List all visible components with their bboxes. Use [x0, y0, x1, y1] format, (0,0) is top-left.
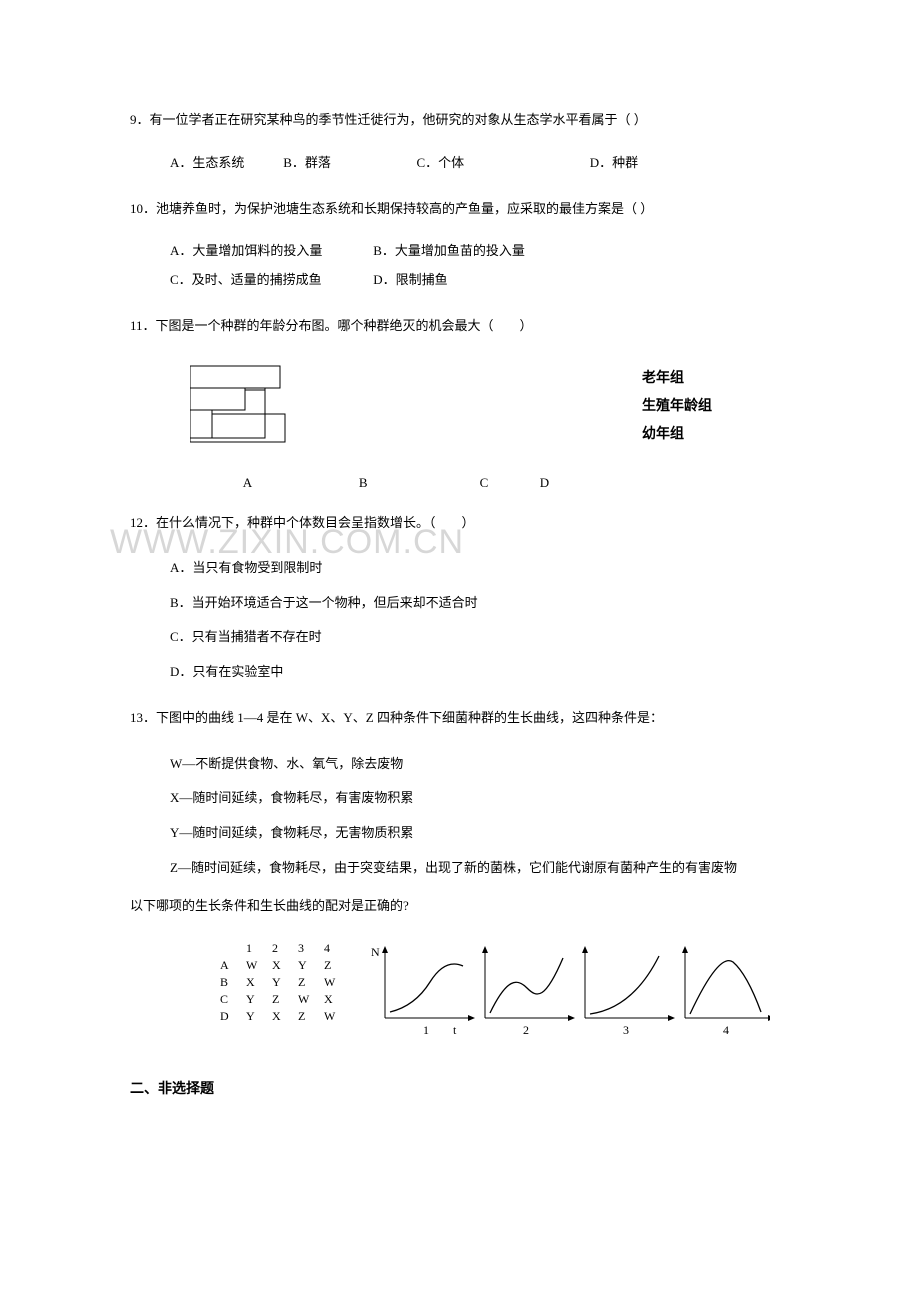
- q12-choice-d: D．只有在实验室中: [130, 658, 790, 687]
- svg-text:X: X: [272, 958, 281, 972]
- question-10: 10．池塘养鱼时，为保护池塘生态系统和长期保持较高的产鱼量，应采取的最佳方案是（…: [130, 199, 790, 219]
- svg-text:老年组: 老年组: [642, 369, 684, 386]
- q11-option-labels: A B C D: [130, 475, 790, 491]
- svg-text:W: W: [324, 975, 336, 989]
- svg-text:D: D: [220, 1009, 229, 1023]
- q10-choice-d: D．限制捕鱼: [373, 272, 447, 287]
- q10-choice-c: C．及时、适量的捕捞成鱼: [170, 269, 370, 288]
- svg-text:W: W: [324, 1009, 336, 1023]
- svg-text:Z: Z: [272, 992, 279, 1006]
- svg-text:3: 3: [298, 941, 304, 955]
- svg-text:A: A: [220, 958, 229, 972]
- svg-text:Z: Z: [298, 1009, 305, 1023]
- svg-text:Z: Z: [324, 958, 331, 972]
- q11-label-c: C: [432, 475, 537, 491]
- svg-text:2: 2: [272, 941, 278, 955]
- svg-text:X: X: [246, 975, 255, 989]
- svg-text:Z: Z: [298, 975, 305, 989]
- svg-text:Y: Y: [246, 992, 255, 1006]
- q9-choice-b: B．群落: [283, 152, 413, 171]
- q9-choices: A．生态系统 B．群落 C．个体 D．种群: [130, 152, 790, 171]
- q11-label-a: A: [200, 475, 295, 491]
- q9-choice-d: D．种群: [590, 152, 638, 171]
- q13-cond-z: Z—随时间延续，食物耗尽，由于突变结果，出现了新的菌株，它们能代谢原有菌种产生的…: [130, 854, 790, 883]
- q10-choice-b: B．大量增加鱼苗的投入量: [373, 243, 525, 258]
- q11-label-b: B: [298, 475, 428, 491]
- q12-choice-c: C．只有当捕猎者不存在时: [130, 623, 790, 652]
- q11-label-d: D: [540, 475, 549, 491]
- q10-choices-row2: C．及时、适量的捕捞成鱼 D．限制捕鱼: [130, 269, 790, 288]
- q10-choice-a: A．大量增加饵料的投入量: [170, 240, 370, 259]
- q9-choice-c: C．个体: [417, 152, 587, 171]
- svg-text:Y: Y: [272, 975, 281, 989]
- svg-text:N: N: [371, 945, 380, 959]
- q13-figure: 1234AWXYZBXYZWCYZWXDYXZWN1t234: [210, 938, 790, 1048]
- q9-choice-a: A．生态系统: [170, 152, 280, 171]
- svg-text:3: 3: [623, 1023, 629, 1037]
- svg-text:1: 1: [423, 1023, 429, 1037]
- q10-choices-row1: A．大量增加饵料的投入量 B．大量增加鱼苗的投入量: [130, 240, 790, 259]
- svg-text:Y: Y: [298, 958, 307, 972]
- question-9: 9．有一位学者正在研究某种鸟的季节性迁徙行为，他研究的对象从生态学水平看属于（ …: [130, 110, 790, 130]
- svg-text:2: 2: [523, 1023, 529, 1037]
- q11-diagram: 老年组生殖年龄组幼年组: [190, 358, 790, 463]
- q13-cond-y: Y—随时间延续，食物耗尽，无害物质积累: [130, 819, 790, 848]
- svg-text:4: 4: [723, 1023, 729, 1037]
- svg-text:W: W: [298, 992, 310, 1006]
- svg-text:B: B: [220, 975, 228, 989]
- svg-text:X: X: [272, 1009, 281, 1023]
- svg-text:4: 4: [324, 941, 330, 955]
- svg-text:t: t: [453, 1023, 457, 1037]
- q12-choice-b: B．当开始环境适合于这一个物种，但后来却不适合时: [130, 589, 790, 618]
- svg-text:1: 1: [246, 941, 252, 955]
- svg-text:W: W: [246, 958, 258, 972]
- section-2-heading: 二、非选择题: [130, 1078, 790, 1098]
- svg-text:生殖年龄组: 生殖年龄组: [642, 397, 712, 414]
- q13-cond-x: X—随时间延续，食物耗尽，有害废物积累: [130, 784, 790, 813]
- svg-text:C: C: [220, 992, 228, 1006]
- svg-text:X: X: [324, 992, 333, 1006]
- question-13: 13．下图中的曲线 1—4 是在 W、X、Y、Z 四种条件下细菌种群的生长曲线，…: [130, 708, 790, 728]
- question-12: 12．在什么情况下，种群中个体数目会呈指数增长。（ ）: [130, 513, 790, 533]
- svg-text:Y: Y: [246, 1009, 255, 1023]
- q13-ask: 以下哪项的生长条件和生长曲线的配对是正确的?: [130, 896, 790, 916]
- q12-choice-a: A．当只有食物受到限制时: [130, 554, 790, 583]
- svg-text:幼年组: 幼年组: [642, 425, 684, 442]
- q13-cond-w: W—不断提供食物、水、氧气，除去废物: [130, 750, 790, 779]
- question-11: 11．下图是一个种群的年龄分布图。哪个种群绝灭的机会最大（ ）: [130, 316, 790, 336]
